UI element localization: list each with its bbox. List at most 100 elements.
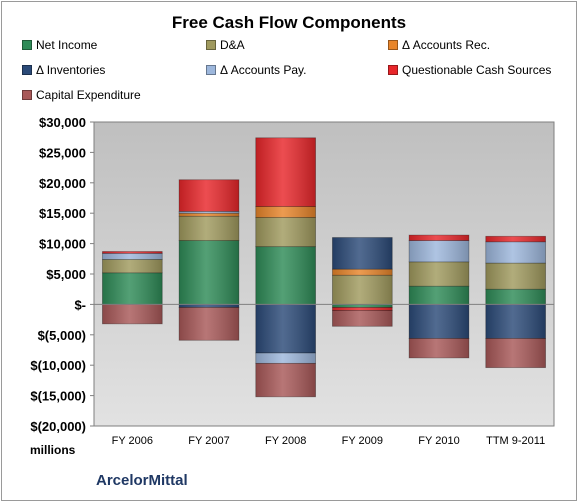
bar-segment-capital-expenditure-fy-2010 [408,338,470,359]
legend-item-questionable-cash-sources: Questionable Cash Sources [388,63,551,77]
bar-segment-shading [179,307,239,341]
legend-item-inventories: Δ Inventories [22,63,105,77]
bar-segment-shading [485,263,546,290]
bar-segment-accounts-pay-fy-2008 [255,352,316,364]
x-tick-label: FY 2010 [418,435,459,447]
bar-segment-shading [102,253,163,260]
legend-label: Δ Inventories [36,63,106,77]
bar-segment-shading [179,179,239,212]
bar-segment-shading [332,307,393,311]
legend-item-capital-expenditure: Capital Expenditure [22,88,141,102]
y-tick-label: $30,000 [39,115,86,130]
chart-title: Free Cash Flow Components [171,13,407,32]
bar-segment-shading [255,217,316,247]
legend-swatch [388,40,398,50]
bar-segment-inventories-ttm-9-2011 [485,303,546,339]
y-tick-label: $(15,000) [30,389,86,404]
bar-segment-accounts-pay-fy-2010 [408,240,470,263]
bar-segment-shading [409,286,469,305]
bar-segment-inventories-fy-2008 [255,303,316,354]
bar-segment-net-income-fy-2008 [255,246,316,305]
bar-segment-shading [255,206,316,218]
bar-segment-accounts-pay-fy-2006 [102,252,163,260]
legend-item-net-income: Net Income [22,38,97,52]
bar-segment-d-a-fy-2008 [255,217,316,248]
bar-segment-d-a-fy-2006 [102,259,163,274]
bar-segment-capital-expenditure-fy-2007 [178,307,240,341]
bar-segment-shading [332,269,393,276]
bar-segment-net-income-fy-2006 [102,272,163,305]
bar-segment-shading [332,304,393,308]
bar-segment-shading [409,338,469,358]
legend-item-accounts-pay: Δ Accounts Pay. [206,63,307,77]
bar-segment-net-income-ttm-9-2011 [485,288,546,305]
legend-label: D&A [220,38,245,52]
bar-segment-shading [102,272,163,305]
bar-segment-capital-expenditure-fy-2006 [102,303,163,325]
plot-area [93,121,555,427]
legend-label: Δ Accounts Pay. [220,63,307,77]
y-tick-label: $25,000 [39,145,86,160]
legend-swatch [206,65,216,75]
bar-segment-shading [485,304,546,339]
y-tick-label: $(5,000) [38,328,86,343]
legend-swatch [22,65,32,75]
bar-segment-accounts-rec-fy-2009 [332,268,393,276]
bar-segment-shading [409,261,469,287]
y-tick-label: $10,000 [39,237,86,252]
bar-segment-shading [332,275,393,305]
y-tick-label: $(10,000) [30,358,86,373]
bar-segment-shading [485,236,546,242]
x-tick-label: TTM 9-2011 [486,435,545,447]
bar-segment-shading [179,213,239,217]
legend-swatch [22,40,32,50]
bar-segment-accounts-rec-fy-2008 [255,206,316,218]
bar-segment-shading [179,240,239,305]
bar-segment-d-a-fy-2007 [178,215,240,241]
bar-segment-questionable-cash-sources-fy-2007 [178,179,240,212]
legend-item-d-a: D&A [206,38,245,52]
bar-segment-shading [102,259,163,273]
legend-label: Capital Expenditure [36,88,141,102]
bar-segment-shading [485,289,546,305]
x-axis: FY 2006 FY 2007 FY 2008 FY 2009 FY 2010 TTM 9… [112,435,546,447]
bar-segment-shading [255,304,316,354]
bar-segment-shading [409,235,469,241]
bar-segment-shading [255,137,316,207]
bar-segment-shading [332,310,393,327]
bar-segment-accounts-pay-ttm-9-2011 [485,241,546,264]
bar-segment-shading [179,216,239,241]
bar-segment-shading [255,363,316,397]
bar-segment-capital-expenditure-fy-2009 [332,310,393,327]
x-tick-label: FY 2008 [265,435,306,447]
y-axis: $30,000 $25,000 $20,000 $15,000 $10,000 $5,00… [30,115,554,434]
y-tick-label: $20,000 [39,176,86,191]
bar-segment-d-a-ttm-9-2011 [485,262,546,290]
bar-segment-questionable-cash-sources-fy-2009 [332,307,393,311]
legend-swatch [388,65,398,75]
y-tick-label: $5,000 [46,267,86,282]
bar-segment-shading [102,304,163,324]
company-name: ArcelorMittal [96,472,188,489]
bar-segment-questionable-cash-sources-fy-2010 [408,234,470,241]
bar-segment-shading [255,353,316,364]
y-tick-label: $15,000 [39,206,86,221]
bar-segment-capital-expenditure-ttm-9-2011 [485,338,546,369]
legend-label: Net Income [36,38,98,52]
bar-segment-shading [102,251,163,254]
bar-segment-accounts-rec-fy-2007 [178,212,240,217]
bar-segment-net-income-fy-2010 [408,285,470,305]
x-tick-label: FY 2007 [188,435,229,447]
y-tick-label: $- [74,297,86,312]
legend-label: Δ Accounts Rec. [402,38,491,52]
x-tick-label: FY 2006 [112,435,153,447]
legend-label: Questionable Cash Sources [402,63,552,77]
y-axis-units-label: millions [30,443,76,457]
bar-segment-shading [179,304,239,308]
bar-segment-accounts-pay-fy-2007 [178,210,240,214]
legend-swatch [22,90,32,100]
bar-segment-shading [179,211,239,214]
bar-segment-shading [255,246,316,305]
x-tick-label: FY 2009 [342,435,383,447]
